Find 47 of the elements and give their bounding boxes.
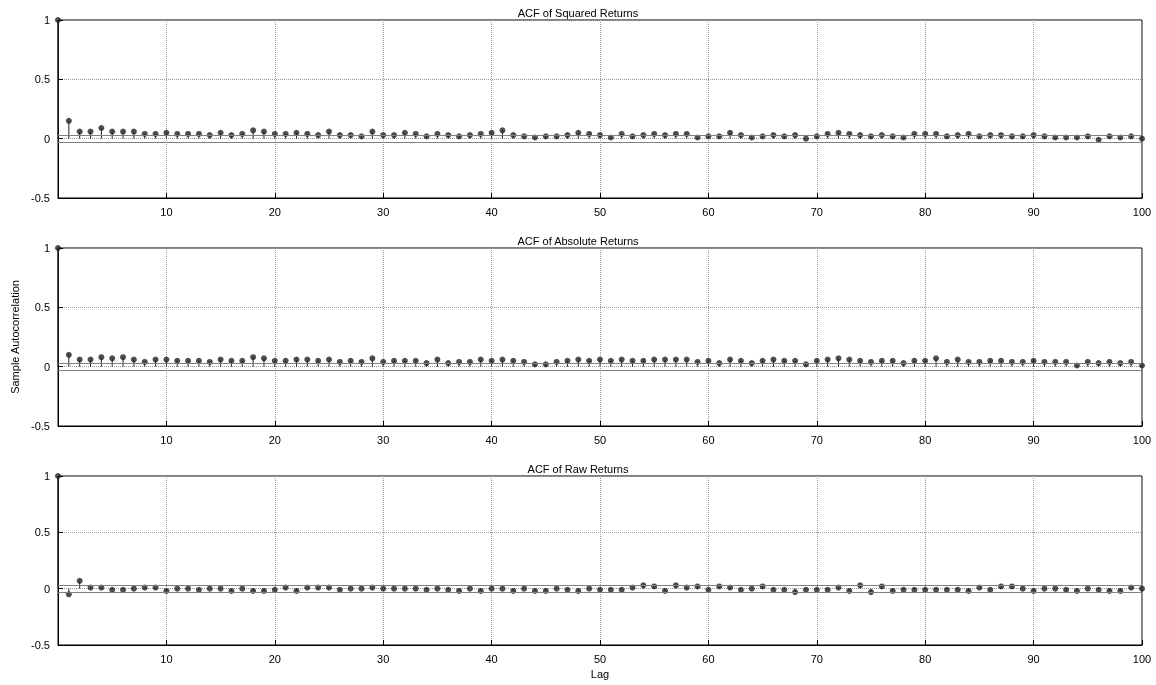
y-tick-label: 0 — [43, 132, 50, 145]
x-tick-label: 70 — [810, 652, 823, 665]
y-tick-label: 1 — [43, 242, 50, 254]
x-tick-label: 40 — [485, 205, 498, 218]
x-tick-label: 90 — [1027, 652, 1040, 665]
x-tick-label: 20 — [268, 652, 281, 665]
x-tick-label: 30 — [377, 205, 390, 218]
y-tick-label: -0.5 — [31, 420, 50, 432]
x-tick-label: 30 — [377, 433, 390, 446]
chart-title: ACF of Absolute Returns — [517, 234, 640, 247]
x-tick-label: 70 — [810, 433, 823, 446]
x-tick-label: 80 — [919, 652, 932, 665]
y-tick-label: -0.5 — [31, 192, 50, 204]
x-axis-title: Lag — [590, 668, 610, 681]
y-tick-label: -0.5 — [31, 639, 50, 651]
x-tick-label: 80 — [919, 205, 932, 218]
x-tick-label: 50 — [593, 652, 607, 665]
x-tick-label: 100 — [1132, 205, 1152, 218]
x-tick-label: 40 — [485, 652, 498, 665]
x-tick-label: 20 — [268, 433, 281, 446]
y-tick-label: 0 — [43, 360, 50, 373]
x-tick-label: 70 — [810, 205, 823, 218]
x-tick-label: 80 — [919, 433, 932, 446]
x-tick-label: 60 — [702, 433, 715, 446]
x-tick-label: 60 — [702, 205, 715, 218]
x-tick-label: 100 — [1132, 652, 1152, 665]
x-tick-label: 100 — [1132, 433, 1152, 446]
x-tick-label: 40 — [485, 433, 498, 446]
y-tick-label: 0.5 — [34, 73, 50, 86]
y-tick-label: 1 — [43, 14, 50, 26]
x-tick-label: 10 — [160, 652, 173, 665]
x-tick-label: 30 — [377, 652, 390, 665]
x-tick-label: 10 — [160, 433, 173, 446]
chart-title: ACF of Squared Returns — [517, 6, 639, 19]
x-tick-label: 50 — [593, 433, 607, 446]
x-tick-label: 50 — [593, 205, 607, 218]
y-tick-label: 1 — [43, 470, 50, 482]
x-tick-label: 90 — [1027, 433, 1040, 446]
x-tick-label: 10 — [160, 205, 173, 218]
x-tick-label: 60 — [702, 652, 715, 665]
chart-title: ACF of Raw Returns — [527, 462, 629, 475]
y-tick-label: 0 — [43, 582, 50, 595]
x-tick-label: 20 — [268, 205, 281, 218]
x-tick-label: 90 — [1027, 205, 1040, 218]
y-tick-label: 0.5 — [34, 301, 50, 314]
y-tick-label: 0.5 — [34, 526, 50, 539]
y-axis-title: Sample Autocorrelation — [8, 280, 21, 394]
